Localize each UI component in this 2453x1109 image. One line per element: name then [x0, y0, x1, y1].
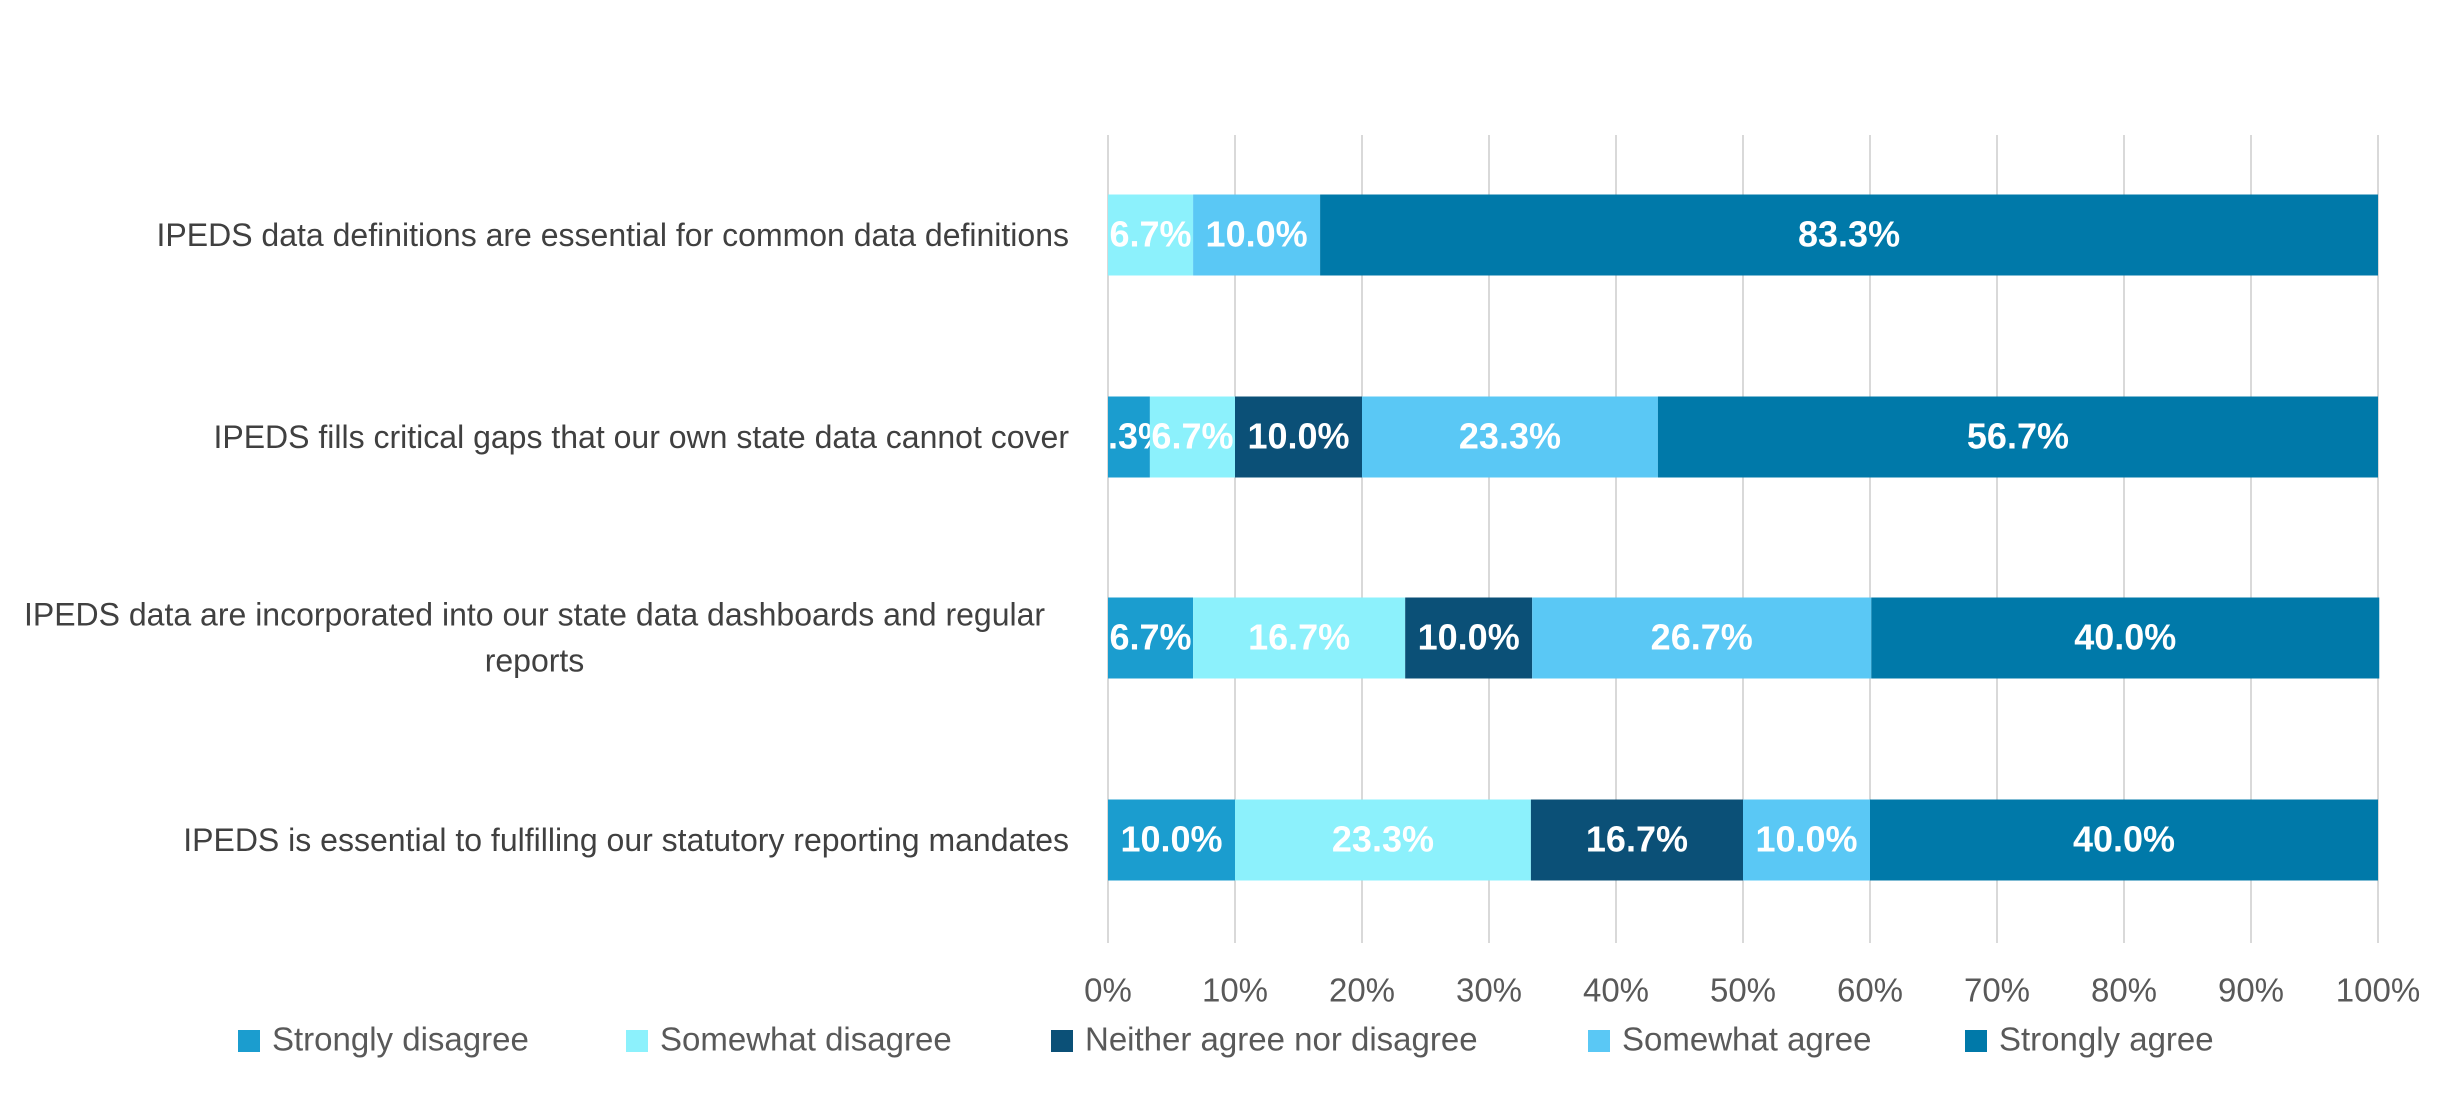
- data-label: 10.0%: [1418, 617, 1520, 658]
- data-label: 3.3%: [1088, 416, 1170, 457]
- data-label: 10.0%: [1247, 416, 1349, 457]
- x-tick-label: 40%: [1583, 972, 1649, 1009]
- data-label: 40.0%: [2073, 819, 2175, 860]
- legend-label: Strongly disagree: [272, 1021, 529, 1058]
- bar-segment: [1743, 799, 1870, 881]
- data-label: 10.0%: [1755, 819, 1857, 860]
- x-tick-label: 50%: [1710, 972, 1776, 1009]
- bar-segment: [1405, 597, 1533, 679]
- data-label: 10.0%: [1120, 819, 1222, 860]
- data-label: 16.7%: [1248, 617, 1350, 658]
- bar-segment: [1108, 799, 1235, 881]
- category-label-box: IPEDS is essential to fulfilling our sta…: [183, 817, 1069, 863]
- x-tick-label: 10%: [1202, 972, 1268, 1009]
- x-tick-label: 30%: [1456, 972, 1522, 1009]
- category-label-box: IPEDS data are incorporated into our sta…: [0, 592, 1069, 685]
- x-tick-label: 80%: [2091, 972, 2157, 1009]
- category-label-box: IPEDS fills critical gaps that our own s…: [213, 414, 1069, 460]
- legend-label: Somewhat agree: [1622, 1021, 1871, 1058]
- data-label: 83.3%: [1798, 214, 1900, 255]
- legend-label: Strongly agree: [1999, 1021, 2214, 1058]
- bar-segment: [1362, 396, 1658, 478]
- data-label: 23.3%: [1459, 416, 1561, 457]
- bar-segment: [1149, 396, 1235, 478]
- legend-swatch: [1965, 1030, 1987, 1052]
- data-label: 26.7%: [1651, 617, 1753, 658]
- data-label: 6.7%: [1110, 617, 1192, 658]
- x-tick-label: 60%: [1837, 972, 1903, 1009]
- bar-segment: [1108, 396, 1150, 478]
- x-tick-label: 20%: [1329, 972, 1395, 1009]
- bar-segment: [1235, 799, 1531, 881]
- bar-segment: [1530, 799, 1743, 881]
- legend-swatch: [1588, 1030, 1610, 1052]
- y-tick-label: IPEDS is essential to fulfilling our sta…: [183, 821, 1069, 858]
- data-label: 16.7%: [1586, 819, 1688, 860]
- bar-segment: [1108, 194, 1194, 276]
- bar-segment: [1320, 194, 2378, 276]
- data-label: 10.0%: [1206, 214, 1308, 255]
- legend-swatch: [1051, 1030, 1073, 1052]
- data-label: 40.0%: [2074, 617, 2176, 658]
- data-label: 23.3%: [1332, 819, 1434, 860]
- x-tick-label: 100%: [2336, 972, 2420, 1009]
- data-label: 6.7%: [1151, 416, 1233, 457]
- bar-segment: [1235, 396, 1362, 478]
- y-tick-label: IPEDS data definitions are essential for…: [156, 216, 1070, 253]
- legend-swatch: [626, 1030, 648, 1052]
- bar-segment: [1532, 597, 1872, 679]
- category-label-box: IPEDS data definitions are essential for…: [157, 212, 1070, 258]
- bar-segment: [1193, 597, 1406, 679]
- x-tick-label: 70%: [1964, 972, 2030, 1009]
- bar-segment: [1108, 597, 1194, 679]
- legend-label: Neither agree nor disagree: [1085, 1021, 1478, 1058]
- x-tick-label: 0%: [1084, 972, 1132, 1009]
- bar-segment: [1871, 597, 2380, 679]
- data-label: 56.7%: [1967, 416, 2069, 457]
- y-tick-label: IPEDS fills critical gaps that our own s…: [213, 418, 1069, 455]
- y-tick-label: IPEDS data are incorporated into our sta…: [23, 596, 1046, 679]
- data-label: 6.7%: [1110, 214, 1192, 255]
- x-tick-label: 90%: [2218, 972, 2284, 1009]
- bar-segment: [1870, 799, 2378, 881]
- bar-segment: [1193, 194, 1321, 276]
- legend-label: Somewhat disagree: [660, 1021, 952, 1058]
- legend-swatch: [238, 1030, 260, 1052]
- bar-segment: [1657, 396, 2378, 478]
